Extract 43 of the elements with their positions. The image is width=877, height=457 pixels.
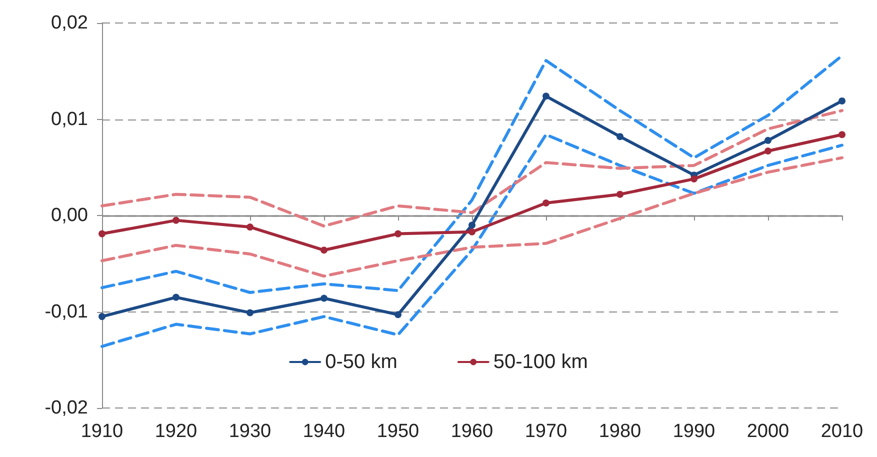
point — [468, 228, 476, 236]
point — [98, 230, 106, 238]
x-tick-label: 1960 — [450, 421, 494, 442]
point — [320, 246, 328, 254]
line-series — [100, 109, 844, 228]
point — [394, 311, 402, 318]
point — [838, 131, 846, 138]
point — [616, 190, 624, 198]
point — [542, 199, 550, 206]
y-tick-label: -0,02 — [44, 398, 88, 418]
x-tick-label: 1920 — [154, 421, 198, 442]
point — [764, 136, 772, 144]
point — [394, 230, 402, 238]
point — [246, 224, 254, 231]
point — [690, 175, 698, 182]
point — [98, 313, 106, 320]
point — [542, 92, 550, 100]
point — [468, 222, 476, 229]
point — [246, 309, 254, 316]
legend-label: 50-100 km — [493, 351, 588, 373]
line-series — [100, 156, 844, 278]
x-tick-label: 1980 — [598, 421, 642, 442]
point — [320, 294, 328, 302]
point — [172, 216, 180, 224]
x-tick-label: 1940 — [302, 421, 346, 442]
point — [616, 133, 624, 140]
y-tick-label: 0,00 — [51, 205, 88, 226]
x-tick-label: 1910 — [80, 421, 124, 442]
x-tick-label: 1970 — [524, 421, 568, 442]
y-tick-label: 0,01 — [51, 108, 88, 130]
point — [764, 148, 772, 155]
legend-label: 0-50 km — [325, 351, 398, 373]
x-tick-label: 2010 — [820, 421, 864, 442]
point — [838, 97, 846, 104]
line-series — [100, 54, 844, 294]
x-tick-label: 1950 — [376, 421, 420, 442]
y-tick-label: 0,02 — [51, 12, 88, 34]
y-tick-label: -0,01 — [44, 301, 88, 322]
x-tick-label: 2000 — [746, 421, 790, 442]
line-series — [100, 133, 844, 348]
point — [172, 294, 180, 301]
x-tick-label: 1930 — [228, 421, 272, 442]
x-tick-label: 1990 — [672, 421, 716, 442]
